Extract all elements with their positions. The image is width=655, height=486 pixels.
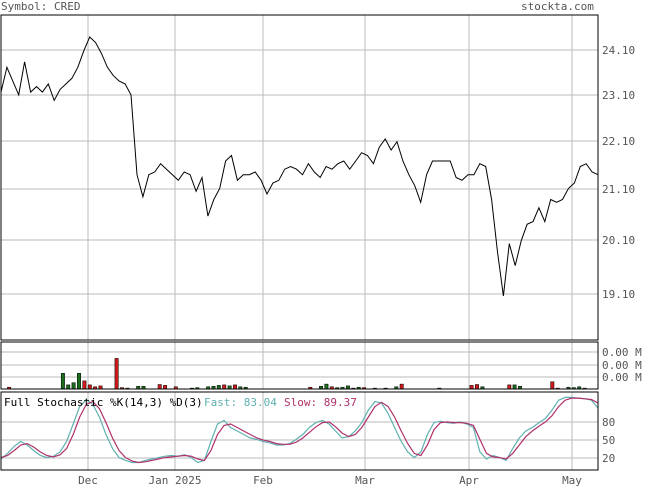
x-tick-label: Jan 2025: [149, 474, 202, 486]
price-tick-label: 20.10: [602, 234, 635, 247]
volume-bar: [475, 384, 479, 390]
volume-tick-label: 0.00 M: [602, 346, 642, 359]
volume-pane-frame: [0, 341, 599, 390]
volume-bar: [163, 385, 168, 390]
x-tick-label: Mar: [355, 474, 375, 486]
x-tick-label: Feb: [253, 474, 273, 486]
volume-bar: [216, 385, 221, 390]
volume-bar: [77, 373, 81, 390]
stoch-pane-frame: [0, 391, 599, 471]
price-tick-label: 23.10: [602, 89, 635, 102]
volume-bar: [87, 384, 92, 390]
site-label[interactable]: stockta.com: [521, 0, 594, 13]
volume-bar: [66, 384, 71, 390]
stoch-tick-label: 20: [602, 452, 615, 465]
x-tick-label: May: [562, 474, 582, 486]
stoch-tick-label: 50: [602, 434, 615, 447]
x-tick-label: Dec: [78, 474, 98, 486]
volume-bar: [157, 384, 162, 390]
price-line: [0, 36, 599, 296]
volume-bar: [82, 380, 87, 390]
volume-bar: [71, 382, 76, 390]
volume-bar: [114, 358, 119, 390]
volume-bar: [469, 385, 474, 390]
volume-bar: [233, 384, 237, 390]
volume-bar: [60, 373, 65, 390]
stoch-tick-label: 80: [602, 416, 615, 429]
price-tick-label: 22.10: [602, 135, 635, 148]
price-pane-frame: [0, 14, 599, 341]
price-tick-label: 21.10: [602, 183, 635, 196]
x-tick-label: Apr: [459, 474, 479, 486]
volume-bar: [324, 383, 329, 390]
slow-line: [0, 397, 599, 464]
fast-legend: Fast: 83.04: [204, 396, 277, 409]
volume-bar: [507, 384, 512, 390]
stoch-title: Full Stochastic %K(14,3) %D(3): [4, 396, 203, 409]
price-tick-label: 19.10: [602, 288, 635, 301]
volume-bar: [512, 384, 517, 390]
volume-bar: [399, 383, 404, 390]
volume-tick-label: 0.00 M: [602, 371, 642, 384]
symbol-label: Symbol: CRED: [1, 0, 81, 13]
volume-bar: [222, 384, 227, 390]
volume-bar: [550, 381, 555, 390]
price-tick-label: 24.10: [602, 44, 635, 57]
volume-tick-label: 0.00 M: [602, 359, 642, 372]
slow-legend: Slow: 89.37: [284, 396, 357, 409]
